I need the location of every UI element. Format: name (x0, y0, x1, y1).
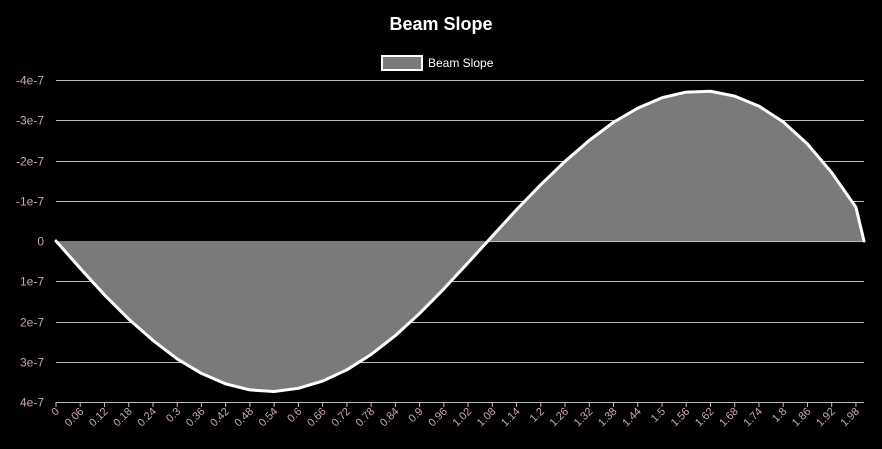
y-tick-label: 4e-7 (20, 396, 44, 410)
chart-title: Beam Slope (389, 14, 492, 34)
legend-swatch (381, 55, 423, 71)
y-tick-label: -2e-7 (16, 155, 44, 169)
y-axis-ticks: -4e-7 -3e-7 -2e-7 -1e-7 0 1e-7 2e-7 3e-7 4e-7 (16, 74, 44, 410)
y-tick-label: -4e-7 (16, 74, 44, 88)
y-tick-label: -1e-7 (16, 195, 44, 209)
series-layer (54, 89, 866, 394)
y-tick-label: 1e-7 (20, 275, 44, 289)
series-area (56, 91, 864, 392)
y-tick-label: 0 (37, 235, 44, 249)
legend-label: Beam Slope (428, 56, 494, 70)
legend[interactable]: Beam Slope (381, 55, 494, 71)
y-tick-label: -3e-7 (16, 114, 44, 128)
y-tick-label: 3e-7 (20, 356, 44, 370)
series-line (54, 89, 866, 394)
y-tick-label: 2e-7 (20, 316, 44, 330)
